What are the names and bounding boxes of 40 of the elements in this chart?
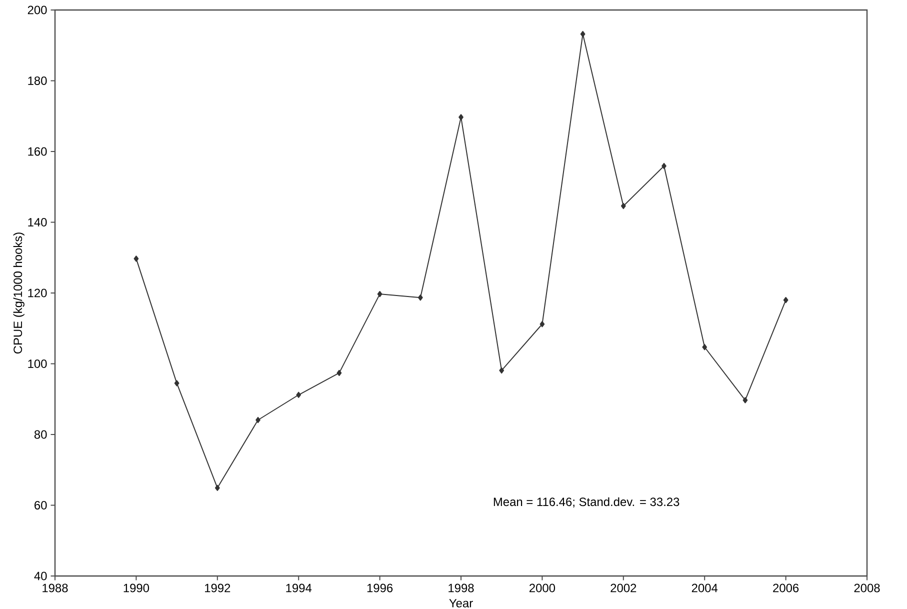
y-tick-label: 80 [34,430,47,439]
x-tick-label: 1996 [367,584,393,592]
y-tick-label: 160 [28,147,47,156]
x-tick-label: 1988 [42,584,68,592]
point [742,397,748,404]
point [702,344,708,350]
point [540,321,545,328]
x-tick-label: 2006 [773,584,799,592]
point [256,416,260,424]
point [336,370,342,376]
point [377,290,382,298]
y-tick-label: 140 [28,218,47,226]
y-tick-label: 40 [34,572,47,580]
y-tick-label: 180 [28,76,47,85]
y-tick-label: 100 [28,360,47,368]
x-tick-label: 2008 [854,584,880,592]
point [499,367,504,374]
annotation: Mean = 116.46; Stand.dev. = 33.23 [494,497,680,508]
y-axis-title: CPUE (kg/1000 hooks) [13,232,24,354]
point [458,114,464,120]
y-tick-label: 60 [34,501,47,510]
point [134,256,139,262]
x-tick-label: 1998 [448,584,474,592]
x-axis-title: Year [449,599,473,608]
x-tick-label: 1990 [124,584,150,592]
point [580,30,586,38]
point [662,162,666,170]
y-tick-label: 200 [28,6,47,14]
x-tick-label: 1992 [205,584,230,592]
point [174,380,180,386]
point [214,484,220,492]
x-tick-label: 1994 [286,584,312,592]
point [296,392,302,398]
point [620,202,626,210]
point [418,294,423,301]
x-tick-label: 2002 [610,584,636,592]
point [783,296,788,304]
x-tick-label: 2004 [692,584,718,592]
y-tick-label: 120 [28,288,47,298]
x-tick-label: 2000 [530,584,556,592]
